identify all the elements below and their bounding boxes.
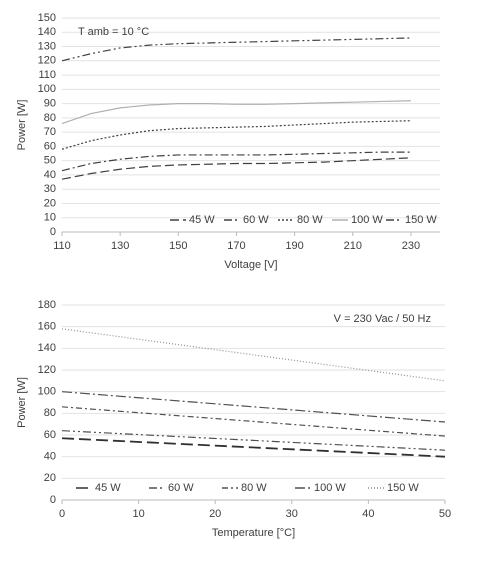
y-tick-label: 140 xyxy=(38,342,56,354)
y-tick-label: 80 xyxy=(44,112,56,124)
series-line xyxy=(61,37,411,62)
y-tick-label: 60 xyxy=(44,140,56,152)
legend-label: 45 W xyxy=(95,482,121,494)
y-tick-label: 120 xyxy=(38,55,56,67)
legend-label: 45 W xyxy=(189,214,215,226)
y-tick-label: 150 xyxy=(38,12,56,24)
annotation: V = 230 Vac / 50 Hz xyxy=(334,313,431,325)
y-tick-label: 20 xyxy=(44,197,56,209)
series-line xyxy=(61,100,411,125)
y-tick-label: 40 xyxy=(44,169,56,181)
y-tick-label: 60 xyxy=(44,429,56,441)
series-line xyxy=(61,406,446,437)
y-tick-label: 100 xyxy=(38,386,56,398)
series-line xyxy=(61,328,446,382)
y-tick-label: 0 xyxy=(50,494,56,506)
y-axis-label: Power [W] xyxy=(16,377,28,428)
x-tick-label: 40 xyxy=(362,508,374,520)
legend-label: 60 W xyxy=(168,482,194,494)
series-line xyxy=(61,151,411,172)
legend-label: 150 W xyxy=(387,482,419,494)
x-tick-label: 110 xyxy=(53,240,71,252)
y-tick-label: 140 xyxy=(38,26,56,38)
legend-label: 60 W xyxy=(243,214,269,226)
x-tick-label: 10 xyxy=(132,508,144,520)
x-axis-label: Voltage [V] xyxy=(224,259,277,271)
y-tick-label: 130 xyxy=(38,40,56,52)
y-tick-label: 70 xyxy=(44,126,56,138)
y-tick-label: 160 xyxy=(38,321,56,333)
legend-label: 100 W xyxy=(314,482,346,494)
y-tick-label: 120 xyxy=(38,364,56,376)
series-line xyxy=(61,120,411,150)
x-tick-label: 230 xyxy=(402,240,420,252)
x-axis-label: Temperature [°C] xyxy=(212,527,295,539)
annotation: T amb = 10 °C xyxy=(78,26,149,38)
y-tick-label: 80 xyxy=(44,407,56,419)
y-tick-label: 50 xyxy=(44,155,56,167)
series-line xyxy=(61,437,446,458)
series-line xyxy=(61,157,411,180)
x-tick-label: 170 xyxy=(227,240,245,252)
y-tick-label: 180 xyxy=(38,299,56,311)
y-tick-label: 20 xyxy=(44,472,56,484)
x-tick-label: 30 xyxy=(286,508,298,520)
x-tick-label: 210 xyxy=(344,240,362,252)
y-tick-label: 40 xyxy=(44,451,56,463)
legend-label: 80 W xyxy=(241,482,267,494)
series-line xyxy=(61,430,446,451)
x-tick-label: 0 xyxy=(59,508,65,520)
y-tick-label: 10 xyxy=(44,212,56,224)
y-axis-label: Power [W] xyxy=(16,100,28,151)
x-tick-label: 20 xyxy=(209,508,221,520)
y-tick-label: 100 xyxy=(38,83,56,95)
legend-label: 80 W xyxy=(297,214,323,226)
series-line xyxy=(61,391,446,423)
x-tick-label: 50 xyxy=(439,508,451,520)
x-tick-label: 190 xyxy=(285,240,303,252)
legend-label: 150 W xyxy=(405,214,437,226)
y-tick-label: 30 xyxy=(44,183,56,195)
y-tick-label: 110 xyxy=(38,69,56,81)
x-tick-label: 130 xyxy=(111,240,129,252)
y-tick-label: 90 xyxy=(44,98,56,110)
x-tick-label: 150 xyxy=(169,240,187,252)
legend-label: 100 W xyxy=(351,214,383,226)
y-tick-label: 0 xyxy=(50,226,56,238)
